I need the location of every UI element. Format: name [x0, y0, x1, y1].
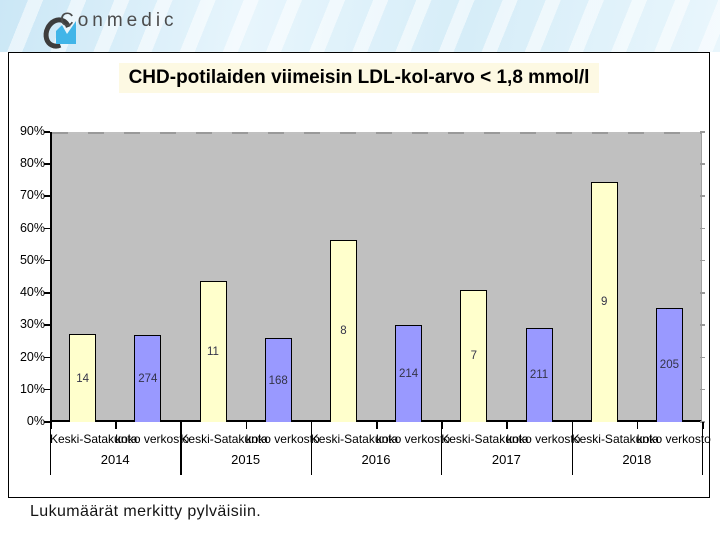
chart-bar: 274 — [134, 335, 162, 422]
chart-bar: 7 — [460, 289, 488, 422]
chart-container: CHD-potilaiden viimeisin LDL-kol-arvo < … — [8, 52, 711, 498]
x-axis-category-label: koko verkosto — [115, 432, 190, 446]
chart-title-text: CHD-potilaiden viimeisin LDL-kol-arvo < … — [118, 63, 600, 93]
header-banner: Conmedic — [0, 0, 720, 54]
chart-bar: 168 — [264, 338, 292, 422]
x-axis-minor-tick — [245, 422, 248, 429]
y-axis-label: 80% — [19, 156, 45, 171]
chart-bar: 8 — [329, 239, 357, 422]
y-axis-label: 50% — [19, 252, 45, 267]
chart-bar: 11 — [199, 281, 227, 422]
bar-count-label: 205 — [659, 359, 679, 372]
x-axis-category-label: Keski-Satakunta — [50, 432, 138, 446]
y-axis-label: 10% — [19, 381, 45, 396]
x-axis-year-label: 2014 — [100, 452, 130, 467]
x-axis-minor-tick — [115, 422, 117, 429]
bar-count-label: 9 — [600, 296, 608, 309]
right-edge-tick — [700, 163, 705, 165]
x-axis-category-label: koko verkosto — [636, 432, 711, 446]
bar-count-label: 11 — [207, 346, 219, 359]
x-axis-year-label: 2018 — [622, 452, 652, 467]
right-edge-tick — [700, 259, 705, 262]
plot-top-gridline — [52, 132, 701, 134]
right-edge-tick — [700, 421, 705, 423]
bar-count-label: 214 — [399, 367, 419, 380]
y-axis-label: 90% — [19, 124, 45, 138]
x-axis-year-separator — [702, 422, 704, 475]
y-axis-tick — [44, 421, 50, 423]
x-axis-category-label: Keski-Satakunta — [571, 432, 659, 446]
y-axis-tick — [44, 195, 50, 197]
y-axis-tick — [44, 388, 50, 391]
chart-title: CHD-potilaiden viimeisin LDL-kol-arvo < … — [9, 63, 709, 93]
brand-name: Conmedic — [60, 10, 178, 31]
chart-bar: 205 — [655, 307, 683, 422]
y-axis-label: 40% — [19, 285, 45, 300]
right-edge-tick — [700, 227, 705, 230]
y-axis-tick — [44, 324, 50, 326]
bar-count-label: 211 — [529, 369, 549, 382]
x-axis-category-label: Keski-Satakunta — [310, 432, 399, 446]
y-axis-tick — [44, 356, 50, 359]
y-axis-label: 30% — [19, 317, 45, 332]
x-axis-year-separator — [310, 422, 312, 475]
x-axis-year-label: 2016 — [361, 452, 391, 467]
bar-count-label: 14 — [76, 372, 89, 385]
bar-count-label: 7 — [470, 350, 477, 363]
x-axis-year-separator — [50, 422, 52, 475]
x-axis-year-label: 2015 — [231, 452, 261, 467]
x-axis-minor-tick — [636, 422, 639, 429]
y-axis-tick — [44, 163, 50, 165]
y-axis-label: 60% — [19, 220, 45, 235]
y-axis-tick — [44, 227, 50, 230]
x-axis-category-label: koko verkosto — [376, 432, 451, 446]
right-edge-tick — [700, 388, 705, 391]
right-edge-tick — [700, 356, 705, 359]
x-axis-category-label: Keski-Satakunta — [180, 432, 268, 446]
y-axis-label: 20% — [19, 349, 45, 364]
x-axis-category-label: koko verkosto — [245, 432, 320, 446]
x-axis-year-label: 2017 — [491, 452, 521, 467]
chart-bar: 214 — [395, 324, 423, 422]
y-axis-label: 70% — [19, 188, 45, 203]
y-axis-tick — [44, 259, 50, 262]
chart-bar: 14 — [69, 334, 97, 422]
right-edge-tick — [700, 195, 705, 197]
footer-note: Lukumäärät merkitty pylväisiin. — [30, 503, 262, 520]
y-axis-tick — [44, 292, 50, 294]
chart-bar: 211 — [525, 327, 553, 422]
x-axis-category-label: koko verkosto — [506, 432, 581, 446]
x-axis-year-separator — [180, 422, 182, 475]
y-axis-label: 0% — [26, 414, 45, 428]
x-axis-minor-tick — [376, 422, 378, 429]
bar-count-label: 274 — [138, 373, 158, 385]
x-axis-category-label: Keski-Satakunta — [441, 432, 529, 446]
right-edge-tick — [700, 324, 705, 326]
logo-m-icon — [56, 21, 76, 44]
bar-count-label: 168 — [268, 374, 288, 387]
chart-bar: 9 — [590, 181, 618, 422]
right-edge-tick — [700, 292, 705, 294]
right-edge-tick — [700, 131, 705, 133]
x-axis-year-separator — [571, 422, 573, 475]
bar-count-label: 8 — [340, 325, 347, 338]
y-axis-tick — [44, 131, 50, 133]
x-axis-minor-tick — [506, 422, 508, 429]
x-axis-year-separator — [441, 422, 443, 475]
